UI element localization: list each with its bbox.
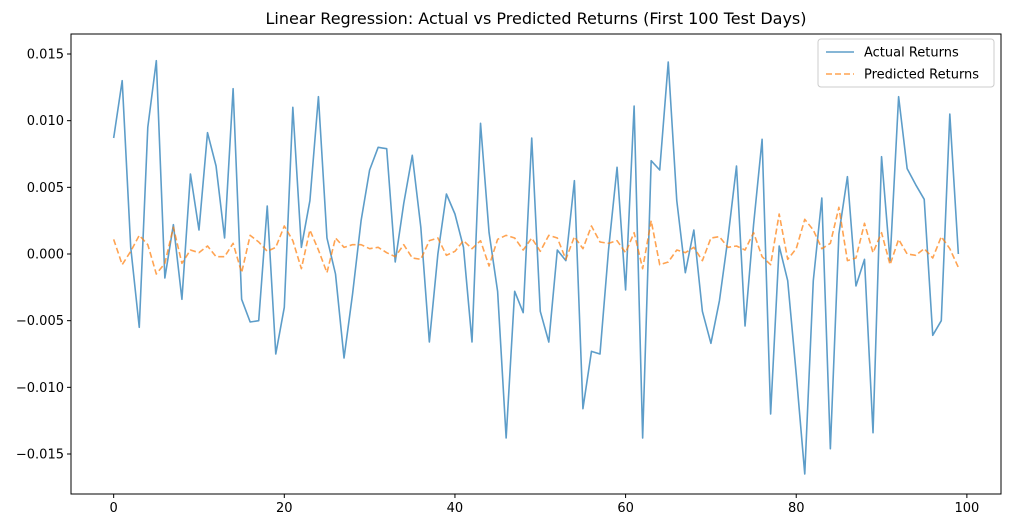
x-tick-label: 80 (788, 501, 805, 516)
legend-label: Actual Returns (864, 46, 959, 61)
y-axis: −0.015 −0.010 −0.005 0.000 0.005 0.010 0.015 (16, 48, 71, 463)
x-tick-label: 40 (447, 501, 464, 516)
y-tick-label: 0.010 (27, 114, 64, 129)
series-line-predicted-returns (112, 206, 960, 275)
legend: Actual Returns Predicted Returns (817, 38, 995, 88)
chart-title: Linear Regression: Actual vs Predicted R… (265, 9, 806, 28)
y-tick-label: 0.015 (27, 48, 64, 63)
x-axis: 0 20 40 60 80 100 (110, 494, 979, 516)
x-tick-label: 100 (954, 501, 979, 516)
series-layer (112, 59, 960, 475)
x-tick-label: 0 (110, 501, 118, 516)
x-tick-label: 60 (617, 501, 634, 516)
x-tick-label: 20 (276, 501, 293, 516)
plot-background (71, 34, 1001, 494)
y-tick-label: 0.005 (27, 181, 64, 196)
y-tick-label: 0.000 (27, 248, 64, 263)
plot-area (70, 33, 1002, 495)
legend-box (817, 38, 995, 88)
y-tick-label: −0.010 (16, 381, 64, 396)
y-tick-label: −0.015 (16, 448, 64, 463)
plot-frame (70, 33, 1002, 495)
legend-label: Predicted Returns (864, 68, 979, 83)
y-tick-label: −0.005 (16, 314, 64, 329)
